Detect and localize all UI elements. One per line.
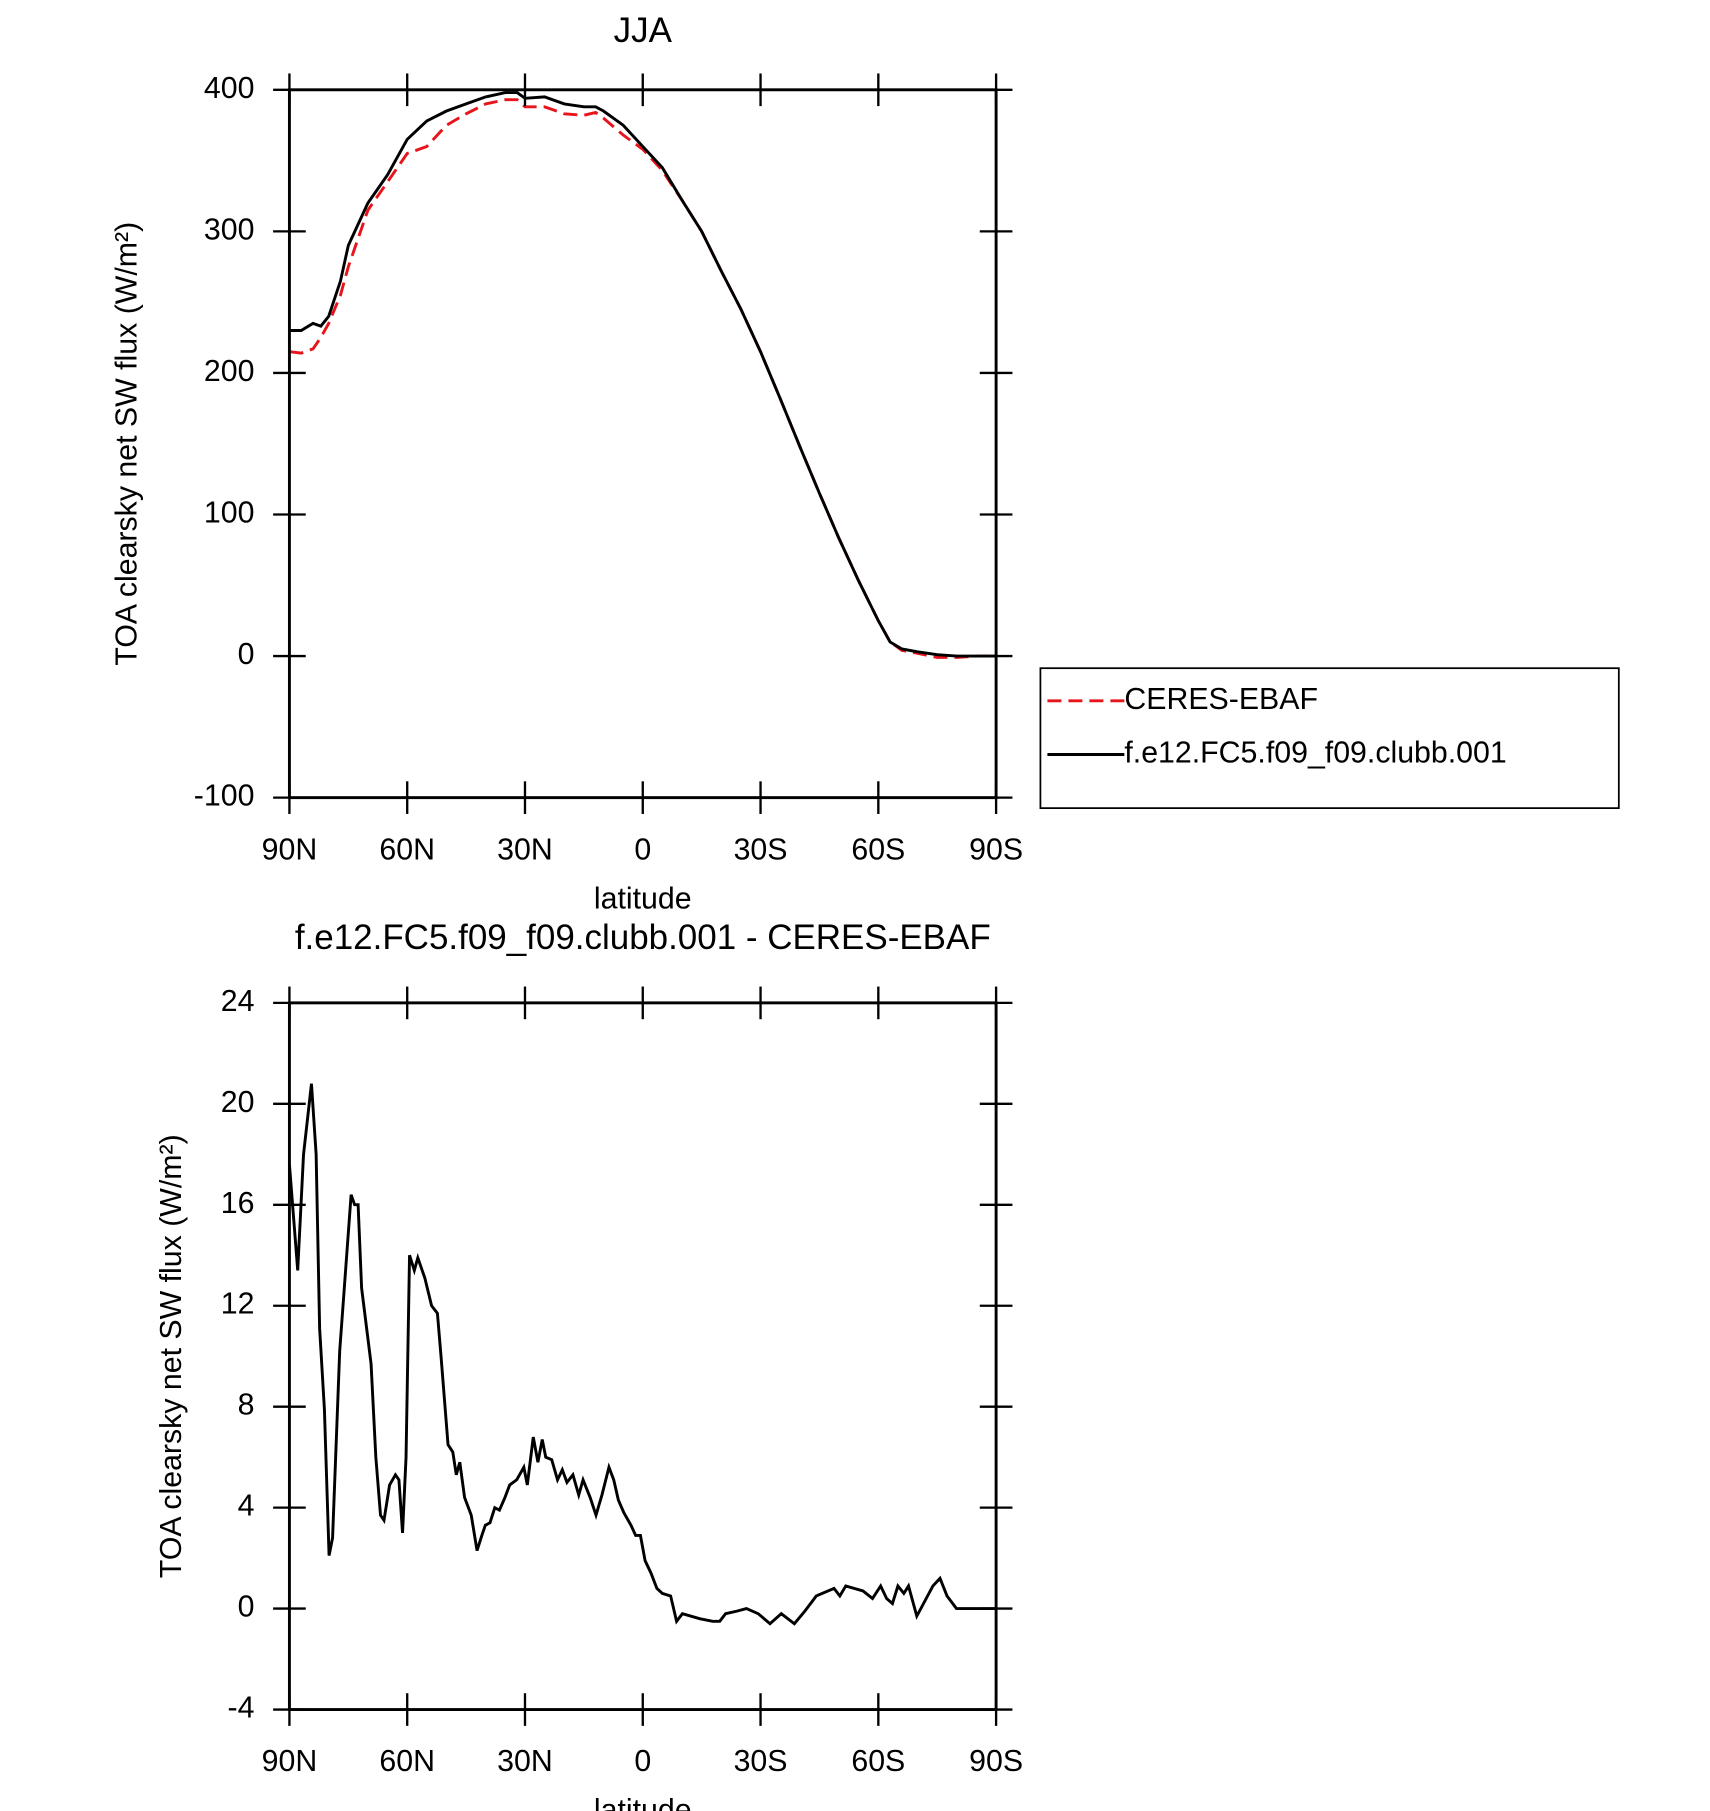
y-tick-label: 24: [221, 985, 255, 1018]
x-axis-label: latitude: [594, 882, 692, 915]
x-tick-label: 90S: [969, 1745, 1023, 1778]
y-tick-label: 100: [204, 496, 255, 529]
y-tick-label: 200: [204, 355, 255, 388]
x-tick-label: 30S: [734, 1745, 788, 1778]
y-tick-label: 16: [221, 1187, 255, 1220]
x-axis-label: latitude: [594, 1794, 692, 1811]
x-tick-label: 60N: [379, 1745, 435, 1778]
x-tick-label: 90N: [262, 833, 318, 866]
y-tick-label: 20: [221, 1086, 255, 1119]
legend-label: CERES-EBAF: [1124, 683, 1318, 716]
x-tick-label: 30N: [497, 1745, 553, 1778]
legend-box: [1039, 667, 1620, 810]
y-axis-label: TOA clearsky net SW flux (W/m²): [111, 222, 144, 666]
x-tick-label: 60S: [851, 1745, 905, 1778]
x-tick-label: 0: [634, 1745, 651, 1778]
x-tick-label: 60N: [379, 833, 435, 866]
legend-label: f.e12.FC5.f09_f09.clubb.001: [1124, 736, 1506, 769]
y-tick-label: 0: [238, 638, 255, 671]
x-tick-label: 30N: [497, 833, 553, 866]
y-tick-label: 4: [238, 1490, 255, 1523]
y-tick-label: -100: [194, 780, 255, 813]
y-tick-label: 12: [221, 1288, 255, 1321]
x-tick-label: 90N: [262, 1745, 318, 1778]
y-tick-label: 400: [204, 72, 255, 105]
y-tick-label: -4: [227, 1692, 254, 1725]
x-tick-label: 90S: [969, 833, 1023, 866]
x-tick-label: 60S: [851, 833, 905, 866]
y-tick-label: 8: [238, 1389, 255, 1422]
y-tick-label: 0: [238, 1591, 255, 1624]
chart-title: f.e12.FC5.f09_f09.clubb.001 - CERES-EBAF: [295, 918, 991, 957]
x-tick-label: 30S: [734, 833, 788, 866]
y-axis-label: TOA clearsky net SW flux (W/m²): [155, 1134, 188, 1578]
chart-title: JJA: [614, 11, 673, 50]
x-tick-label: 0: [634, 833, 651, 866]
data-line: [289, 91, 997, 658]
y-tick-label: 300: [204, 213, 255, 246]
data-line: [287, 1083, 997, 1626]
